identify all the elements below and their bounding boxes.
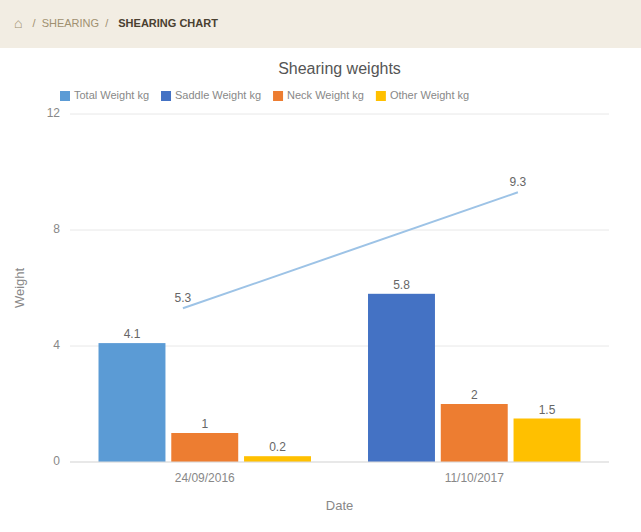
legend-swatch (60, 91, 70, 101)
nav-bar (0, 0, 641, 48)
bar (99, 343, 166, 462)
background (0, 0, 641, 532)
legend-label: Saddle Weight kg (175, 89, 261, 101)
plot-area (99, 192, 581, 462)
x-axis-label: Date (326, 498, 353, 513)
y-tick-label: 12 (47, 106, 61, 120)
bar (514, 419, 581, 463)
y-tick-label: 8 (53, 222, 60, 236)
breadcrumb-item: SHEARING CHART (118, 17, 218, 29)
legend-swatch (376, 91, 386, 101)
grid-line (70, 114, 609, 115)
data-labels: 4.1 1 0.2 5.8 2 1.5 5.3 9.3 (124, 175, 556, 454)
legend-swatch (161, 91, 171, 101)
data-label: 5.3 (175, 291, 192, 305)
x-tick-label: 11/10/2017 (445, 471, 504, 485)
y-tick-label: 0 (53, 454, 60, 468)
bar (368, 294, 435, 462)
grid-line (70, 462, 609, 463)
chart: ⌂ / SHEARING / SHEARING CHART Shearing weig… (0, 0, 641, 532)
bar (171, 433, 238, 462)
legend-label: Neck Weight kg (287, 89, 364, 101)
x-axis-line (70, 462, 609, 463)
breadcrumb-item: ⌂ (14, 15, 22, 31)
title: Shearing weights (278, 60, 401, 77)
bar (441, 404, 508, 462)
data-label: 0.2 (269, 440, 286, 454)
grid-line (70, 230, 609, 231)
y-axis-label: Weight (12, 268, 27, 309)
y-tick-label: 4 (53, 338, 60, 352)
legend-label: Total Weight kg (74, 89, 149, 101)
bar (244, 456, 311, 462)
data-label: 5.8 (393, 278, 410, 292)
breadcrumb-item: / SHEARING / (32, 17, 109, 29)
line (183, 192, 518, 308)
data-label: 4.1 (124, 327, 141, 341)
x-tick-label: 24/09/2016 (175, 471, 235, 485)
data-label: 9.3 (510, 175, 527, 189)
data-label: 1 (201, 417, 208, 431)
legend-swatch (273, 91, 283, 101)
legend: Total Weight kg Saddle Weight kg Neck Weig… (60, 89, 469, 101)
data-label: 2 (471, 388, 478, 402)
data-label: 1.5 (539, 403, 556, 417)
legend-label: Other Weight kg (390, 89, 469, 101)
